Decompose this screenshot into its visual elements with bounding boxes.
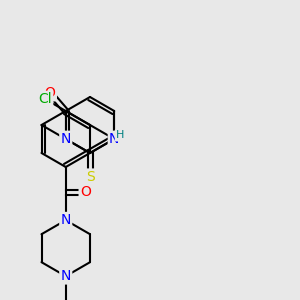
Text: N: N (61, 269, 71, 283)
Text: N: N (109, 132, 119, 146)
Text: O: O (80, 185, 91, 199)
Text: N: N (61, 132, 71, 146)
Text: S: S (85, 170, 94, 184)
Text: H: H (116, 130, 124, 140)
Text: O: O (45, 86, 56, 100)
Text: Cl: Cl (38, 92, 52, 106)
Text: N: N (61, 213, 71, 227)
